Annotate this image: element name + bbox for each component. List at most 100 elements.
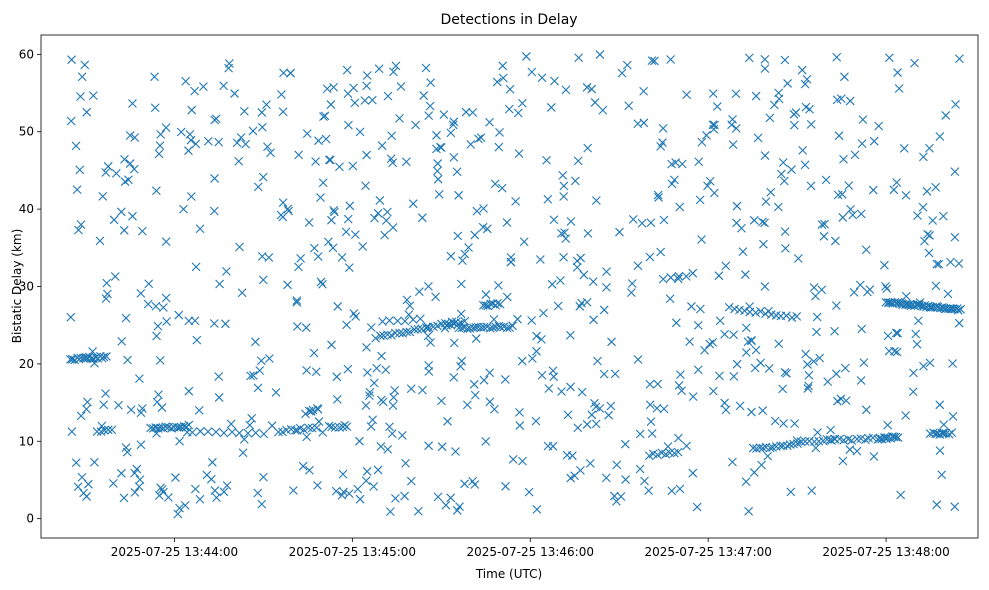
data-point: [161, 422, 171, 432]
data-point: [120, 177, 130, 187]
data-point: [423, 331, 433, 341]
data-point: [388, 223, 398, 232]
data-point: [333, 302, 343, 311]
data-point: [319, 112, 328, 121]
data-point: [852, 434, 862, 444]
data-point: [760, 64, 770, 74]
data-point: [759, 239, 768, 249]
data-point: [570, 176, 580, 186]
data-point: [566, 473, 576, 483]
data-point: [819, 231, 829, 241]
data-point: [88, 347, 97, 356]
data-point: [765, 113, 775, 123]
data-point: [362, 81, 372, 91]
data-point: [257, 122, 267, 132]
data-point: [457, 356, 467, 366]
data-point: [565, 330, 575, 340]
data-point: [732, 201, 742, 211]
data-point: [424, 281, 433, 291]
data-point: [521, 52, 531, 61]
data-point: [519, 237, 529, 247]
data-point: [264, 354, 274, 363]
data-point: [953, 305, 963, 315]
data-point: [271, 388, 281, 397]
data-point: [414, 287, 424, 296]
data-point: [383, 444, 393, 454]
data-point: [117, 336, 127, 346]
data-point: [524, 487, 534, 497]
data-point: [747, 407, 756, 417]
data-point: [470, 230, 480, 240]
data-point: [801, 102, 811, 112]
data-point: [550, 76, 559, 86]
data-point: [417, 213, 427, 223]
data-point: [602, 282, 611, 292]
data-point: [732, 218, 741, 228]
data-point: [674, 271, 684, 281]
data-point: [665, 294, 675, 304]
data-point: [155, 356, 165, 365]
data-point: [110, 272, 120, 281]
data-point: [937, 428, 947, 438]
data-point: [504, 104, 514, 114]
data-point: [406, 384, 416, 394]
data-point: [76, 220, 86, 230]
data-point: [682, 90, 692, 100]
data-point: [378, 397, 388, 407]
data-point: [413, 506, 423, 516]
data-point: [776, 169, 786, 179]
data-point: [337, 490, 347, 500]
data-point: [388, 401, 398, 410]
data-point: [944, 429, 954, 439]
data-point: [402, 327, 412, 337]
data-point: [918, 202, 928, 212]
data-point: [515, 408, 524, 417]
data-point: [682, 441, 691, 451]
data-point: [184, 316, 194, 326]
data-point: [256, 356, 266, 366]
x-tick-label: 2025-07-25 13:48:00: [822, 545, 949, 559]
data-point: [219, 428, 229, 438]
data-point: [446, 493, 456, 503]
data-point: [212, 493, 221, 503]
data-point: [747, 335, 756, 345]
data-point: [116, 468, 126, 478]
data-point: [573, 156, 583, 166]
data-point: [214, 137, 224, 147]
data-point: [732, 359, 742, 369]
data-point: [790, 419, 800, 429]
data-point: [321, 134, 331, 144]
data-point: [391, 61, 401, 71]
data-point: [628, 214, 638, 224]
data-point: [815, 353, 825, 363]
data-point: [760, 218, 769, 228]
data-point: [161, 293, 171, 303]
data-point: [251, 337, 260, 347]
data-point: [517, 356, 527, 366]
data-point: [806, 181, 816, 191]
data-point: [498, 73, 508, 83]
data-point: [298, 461, 308, 471]
data-point: [278, 107, 288, 117]
data-point: [370, 213, 379, 223]
data-point: [582, 420, 592, 429]
data-point: [209, 206, 219, 216]
data-point: [400, 491, 409, 501]
data-point: [186, 192, 196, 201]
data-point: [304, 218, 314, 227]
data-point: [589, 315, 598, 325]
data-point: [253, 182, 263, 192]
data-point: [925, 143, 934, 153]
data-point: [712, 102, 722, 111]
data-point: [316, 277, 326, 287]
data-point: [595, 404, 605, 413]
data-point: [114, 400, 123, 410]
data-point: [191, 139, 201, 149]
data-point: [314, 417, 324, 426]
data-point: [518, 456, 527, 466]
data-point: [708, 120, 718, 130]
data-point: [266, 148, 275, 158]
data-point: [593, 356, 602, 366]
data-point: [367, 95, 377, 105]
